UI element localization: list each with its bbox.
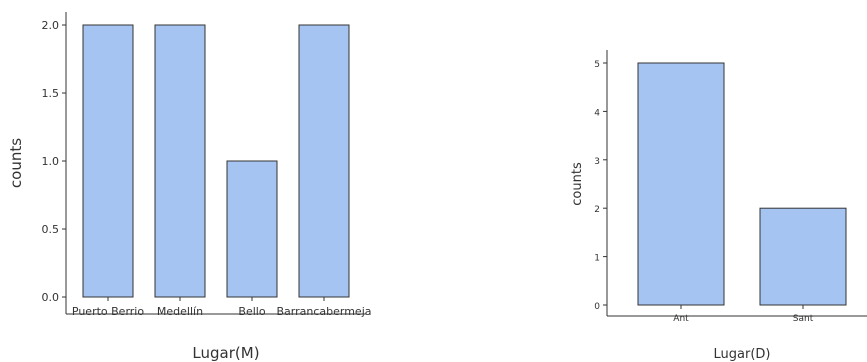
y-ticks-group: 0 1 2 3 4 5 — [594, 60, 607, 312]
x-tick-label: Sant — [793, 314, 814, 324]
bar-puerto-berrio — [82, 24, 134, 298]
bar-sant — [759, 207, 847, 306]
y-tick-label: 4 — [594, 108, 600, 118]
x-axis-title: Lugar(M) — [192, 344, 259, 362]
bar-ant — [637, 62, 725, 306]
x-tick-label: Ant — [673, 314, 689, 324]
y-tick-label: 1.0 — [42, 155, 60, 168]
y-ticks-group: 0.0 0.5 1.0 1.5 2.0 — [42, 19, 66, 304]
x-ticks-group: Puerto Berrio Medellín Bello Barrancabermej… — [72, 297, 372, 318]
y-tick-label: 5 — [594, 60, 600, 70]
y-tick-label: 1.5 — [42, 87, 60, 100]
bars-group — [82, 24, 350, 298]
y-tick-label: 2 — [594, 205, 600, 215]
x-axis-title: Lugar(D) — [714, 347, 771, 362]
y-tick-label: 3 — [594, 157, 600, 167]
y-tick-label: 0 — [594, 302, 600, 312]
x-tick-label: Puerto Berrio — [72, 305, 144, 318]
x-tick-label: Medellín — [157, 305, 203, 318]
y-axis-title: counts — [570, 162, 585, 206]
x-tick-label: Barrancabermeja — [277, 305, 372, 318]
y-tick-label: 0.5 — [42, 223, 60, 236]
bar-barrancabermeja — [298, 24, 350, 298]
y-tick-label: 0.0 — [42, 291, 60, 304]
bar-bello — [226, 160, 278, 298]
y-tick-label: 1 — [594, 254, 600, 264]
bar-medell-n — [154, 24, 206, 298]
bars-group — [637, 62, 847, 306]
y-axis-title: counts — [7, 138, 25, 188]
x-tick-label: Bello — [238, 305, 265, 318]
x-ticks-group: Ant Sant — [673, 305, 814, 324]
y-tick-label: 2.0 — [42, 19, 60, 32]
